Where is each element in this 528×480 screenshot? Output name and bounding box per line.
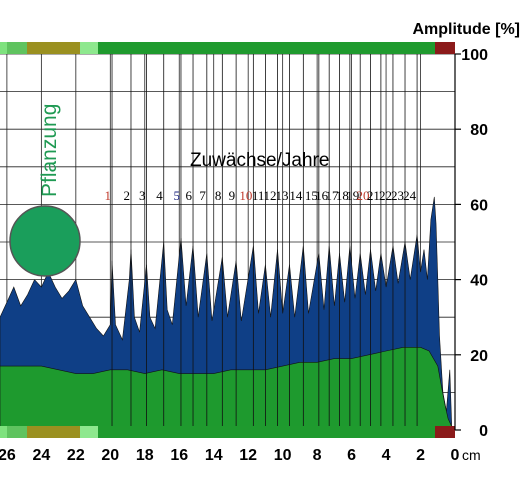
band-segment-light [0, 42, 7, 54]
x-tick-label: 24 [32, 447, 50, 464]
growth-year-label: 23 [391, 188, 404, 203]
growth-year-label: 9 [229, 188, 236, 203]
x-tick-label: 14 [205, 447, 223, 464]
amplitude-area-green [0, 347, 452, 431]
x-tick-label: 18 [136, 447, 154, 464]
growth-year-label: 12 [263, 188, 276, 203]
y-tick-label: 20 [470, 348, 488, 365]
growth-year-label: 7 [199, 188, 206, 203]
band-segment-light [0, 426, 7, 438]
x-tick-label: 8 [313, 447, 322, 464]
y-tick-label: 100 [461, 47, 488, 64]
band-segment-olive [27, 426, 80, 438]
y-tick-label: 40 [470, 273, 488, 290]
growth-year-label: 15 [305, 188, 318, 203]
x-tick-label: 12 [239, 447, 257, 464]
y-tick-label: 0 [479, 423, 488, 440]
growth-year-label: 22 [379, 188, 392, 203]
band-segment-light [80, 42, 98, 54]
x-tick-label: 2 [416, 447, 425, 464]
x-tick-label: 0 [451, 447, 460, 464]
growth-year-label: 16 [315, 188, 329, 203]
band-segment-olive [27, 42, 80, 54]
top-band [0, 42, 455, 54]
band-segment-red [435, 42, 455, 54]
x-axis-unit: cm [462, 447, 481, 463]
band-segment-mid [7, 426, 27, 438]
growth-year-label: 19 [346, 188, 359, 203]
y-tick-label: 60 [470, 197, 488, 214]
growth-year-label: 8 [215, 188, 222, 203]
growth-year-label: 10 [239, 188, 252, 203]
x-tick-label: 4 [382, 447, 391, 464]
growth-year-label: 20 [357, 188, 370, 203]
growth-year-label: 13 [276, 188, 289, 203]
growth-year-lines [111, 54, 418, 430]
growth-year-label: 1 [105, 188, 112, 203]
planting-label: Pflanzung [38, 104, 61, 197]
x-ticks: 26 24 22 20 18 16 14 12 10 8 6 4 2 0 [0, 447, 460, 464]
y-axis-title: Amplitude [%] [412, 21, 520, 38]
x-tick-label: 10 [274, 447, 292, 464]
x-tick-label: 26 [0, 447, 16, 464]
growth-year-label: 2 [123, 188, 130, 203]
growth-year-label: 14 [289, 188, 303, 203]
growth-year-label: 18 [336, 188, 349, 203]
bottom-band [0, 426, 455, 438]
scale-bands [0, 42, 455, 438]
growth-year-label: 17 [326, 188, 340, 203]
x-tick-label: 6 [347, 447, 356, 464]
band-segment-light [80, 426, 98, 438]
annotation-label: Zuwächse/Jahre [190, 150, 329, 171]
growth-year-label: 3 [139, 188, 146, 203]
growth-year-label: 5 [173, 188, 180, 203]
areas [0, 196, 452, 431]
y-ticks: 0 20 40 60 80 100 [454, 47, 488, 440]
growth-year-label: 24 [403, 188, 417, 203]
y-tick-label: 80 [470, 122, 488, 139]
band-segment-red [435, 426, 455, 438]
x-tick-label: 22 [67, 447, 85, 464]
growth-year-label: 21 [367, 188, 380, 203]
band-segment-mid [7, 42, 27, 54]
growth-year-label: 6 [186, 188, 193, 203]
growth-year-label: 11 [252, 188, 265, 203]
x-tick-label: 16 [170, 447, 188, 464]
x-tick-label: 20 [101, 447, 119, 464]
growth-year-label: 4 [156, 188, 163, 203]
planting-marker [9, 205, 81, 277]
